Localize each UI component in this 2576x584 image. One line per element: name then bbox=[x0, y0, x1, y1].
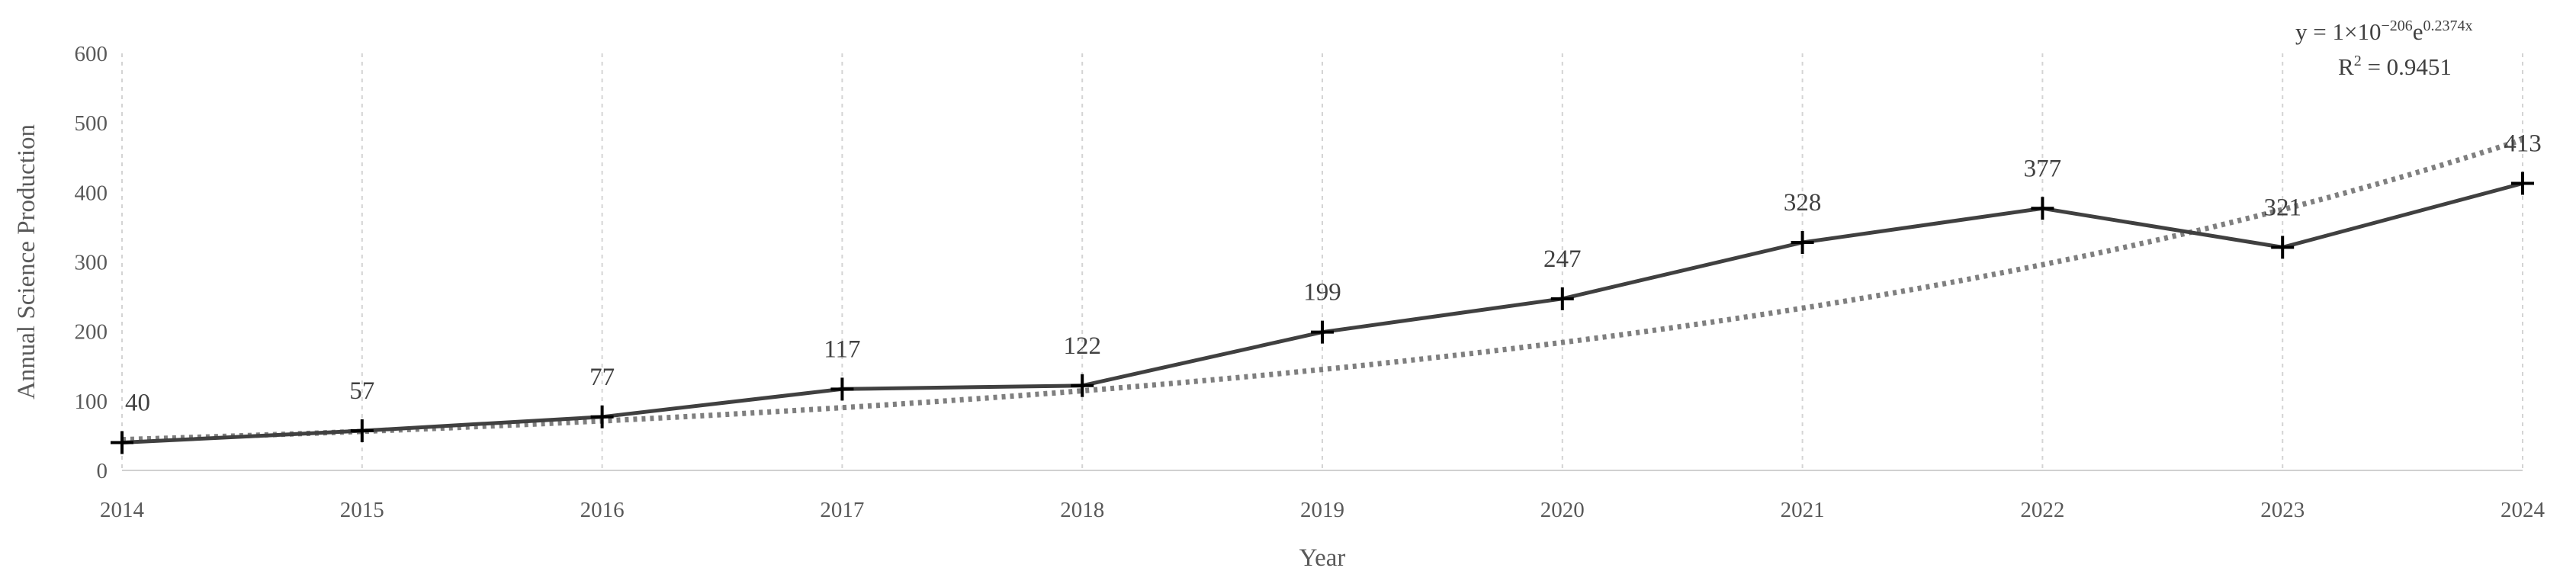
y-axis-ticks: 0 100 200 300 400 500 600 bbox=[75, 42, 108, 483]
eq-power: 0.2374x bbox=[2423, 18, 2473, 34]
x-axis-title: Year bbox=[1299, 544, 1346, 572]
x-tick-label: 2016 bbox=[580, 498, 625, 522]
data-label: 328 bbox=[1784, 189, 1822, 217]
data-label: 413 bbox=[2504, 130, 2542, 157]
eq-prefix: y = 1×10 bbox=[2295, 18, 2381, 45]
data-labels: 40 57 77 117 122 199 247 328 377 321 413 bbox=[125, 130, 2542, 416]
data-point-marker bbox=[1791, 230, 1814, 254]
x-tick-label: 2024 bbox=[2501, 498, 2545, 522]
x-tick-label: 2020 bbox=[1540, 498, 1585, 522]
y-tick-label: 500 bbox=[75, 111, 108, 136]
r2-value: = 0.9451 bbox=[2362, 53, 2452, 80]
data-label: 321 bbox=[2263, 194, 2301, 221]
data-point-marker bbox=[1311, 320, 1334, 344]
data-point-marker bbox=[350, 419, 374, 443]
y-tick-label: 0 bbox=[97, 459, 108, 483]
data-label: 57 bbox=[349, 377, 374, 405]
x-tick-label: 2017 bbox=[820, 498, 864, 522]
x-tick-label: 2022 bbox=[2020, 498, 2064, 522]
x-tick-label: 2023 bbox=[2260, 498, 2305, 522]
trend-r2: R2 = 0.9451 bbox=[2338, 53, 2452, 80]
vertical-grid bbox=[121, 53, 2523, 470]
data-point-marker bbox=[1550, 287, 1574, 310]
data-label: 199 bbox=[1303, 279, 1341, 306]
data-point-marker bbox=[2271, 236, 2295, 259]
y-axis-title: Annual Science Production bbox=[13, 124, 40, 399]
data-markers bbox=[111, 172, 2534, 454]
x-tick-label: 2014 bbox=[100, 498, 145, 522]
x-axis-ticks: 2014 2015 2016 2017 2018 2019 2020 2021 2022 2023… bbox=[100, 498, 2545, 522]
x-tick-label: 2015 bbox=[340, 498, 384, 522]
data-label: 247 bbox=[1543, 245, 1582, 273]
r2-sup: 2 bbox=[2354, 53, 2362, 69]
eq-exponent: −206 bbox=[2381, 18, 2412, 34]
data-label: 122 bbox=[1063, 332, 1101, 360]
data-point-marker bbox=[590, 405, 614, 428]
trend-equation: y = 1×10−206e0.2374x bbox=[2295, 18, 2473, 45]
y-tick-label: 100 bbox=[75, 390, 108, 414]
x-tick-label: 2019 bbox=[1300, 498, 1344, 522]
x-tick-label: 2018 bbox=[1060, 498, 1104, 522]
data-label: 377 bbox=[2024, 155, 2062, 182]
data-point-marker bbox=[2031, 197, 2054, 220]
x-tick-label: 2021 bbox=[1781, 498, 1825, 522]
y-tick-label: 300 bbox=[75, 251, 108, 275]
data-label: 117 bbox=[824, 335, 860, 363]
data-point-marker bbox=[1071, 374, 1094, 397]
data-label: 40 bbox=[125, 390, 150, 417]
data-label: 77 bbox=[589, 364, 615, 391]
exponential-trendline bbox=[121, 136, 2524, 443]
y-tick-label: 400 bbox=[75, 181, 108, 205]
eq-base: e bbox=[2413, 18, 2423, 45]
y-tick-label: 600 bbox=[75, 42, 108, 66]
trendline-equation: y = 1×10−206e0.2374x R2 = 0.9451 bbox=[2295, 18, 2473, 80]
r2-prefix: R bbox=[2338, 53, 2354, 80]
y-tick-label: 200 bbox=[75, 320, 108, 345]
data-point-marker bbox=[111, 431, 133, 454]
data-point-marker bbox=[2511, 172, 2534, 195]
data-point-marker bbox=[830, 377, 854, 401]
